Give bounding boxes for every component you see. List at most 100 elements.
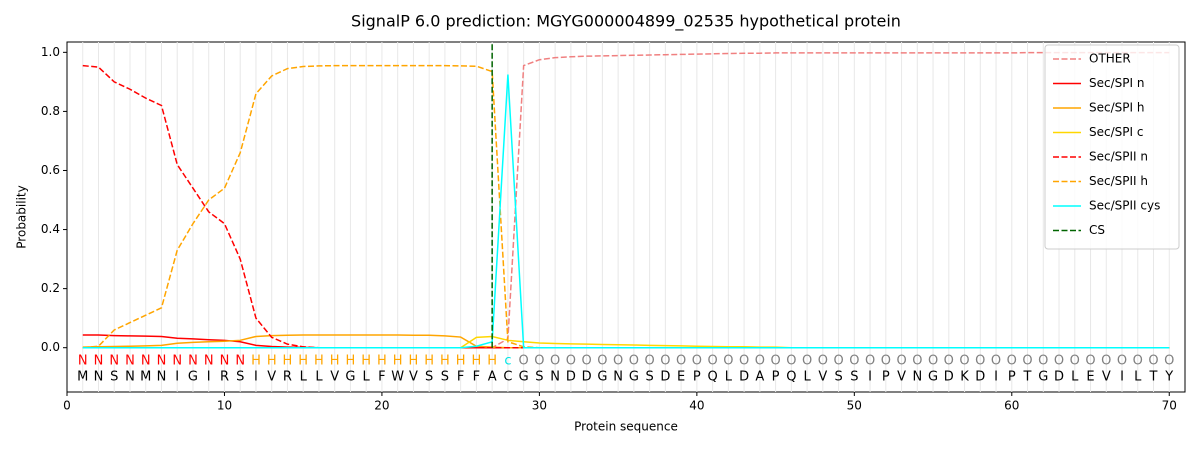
residue-label: O [1085,354,1095,369]
residue: P [772,370,780,385]
residue-label: H [361,354,371,369]
y-tick-label: 0.8 [41,104,60,118]
residue-label: O [818,354,828,369]
residue: W [391,370,404,385]
residue: G [928,370,938,385]
x-tick-label: 30 [532,399,547,413]
residue: G [629,370,639,385]
residue: L [300,370,308,385]
residue-label: O [1101,354,1111,369]
residue: D [566,370,576,385]
residue-label: O [723,354,733,369]
residue: V [330,370,339,385]
residue: V [267,370,276,385]
residue-label: H [314,354,324,369]
y-tick-label: 0.6 [41,163,60,177]
residue-label: H [472,354,482,369]
residue-label: O [1070,354,1080,369]
residue: S [236,370,244,385]
residue: L [363,370,371,385]
residue: A [755,370,764,385]
series-line [82,335,1170,349]
x-axis-label: Protein sequence [574,420,678,434]
residue: N [157,370,167,385]
residue: D [1054,370,1064,385]
residue-label: O [802,354,812,369]
residue-label: O [550,354,560,369]
residue-label: O [739,354,749,369]
residue-label: O [676,354,686,369]
residue-label: O [645,354,655,369]
residue: S [110,370,118,385]
residue: A [488,370,497,385]
x-tick-label: 60 [1004,399,1019,413]
residue-label: O [912,354,922,369]
series-line [82,74,1170,349]
series-line [82,64,1170,349]
residue-label: O [928,354,938,369]
residue-label: N [220,354,230,369]
residue: D [944,370,954,385]
legend-box [1044,44,1180,250]
residue: T [1023,370,1032,385]
residue-label: O [896,354,906,369]
residue-label: H [330,354,340,369]
residue: E [1086,370,1094,385]
residue: V [897,370,906,385]
residue-label: H [393,354,403,369]
y-tick-label: 1.0 [41,45,60,59]
residue: K [960,370,969,385]
series-line [82,334,1170,349]
residue: N [613,370,623,385]
residue-label: O [519,354,529,369]
x-tick-label: 10 [217,399,232,413]
y-tick-label: 0.0 [41,340,60,354]
residue: S [425,370,433,385]
residue: V [1102,370,1111,385]
residue-label: H [251,354,261,369]
residue-label: O [534,354,544,369]
residue-label: O [1038,354,1048,369]
residue-label: N [157,354,167,369]
residue-label: H [298,354,308,369]
residue-label: N [235,354,245,369]
residue-label: N [141,354,151,369]
residue-label: O [1133,354,1143,369]
legend-label: Sec/SPI c [1089,125,1143,139]
residue: V [409,370,418,385]
residue: R [220,370,229,385]
residue: S [535,370,543,385]
plot-frame [66,41,1186,393]
legend-label: Sec/SPI h [1089,101,1144,115]
residue-label: O [881,354,891,369]
residue-label: O [849,354,859,369]
residue: D [739,370,749,385]
residue: F [378,370,385,385]
residue: Q [707,370,717,385]
residue-label: H [377,354,387,369]
residue-label: H [409,354,419,369]
residue: I [868,370,872,385]
residue: L [725,370,733,385]
legend-label: Sec/SPII h [1089,174,1148,188]
residue-label: H [283,354,293,369]
residue: N [550,370,560,385]
residue-label: O [959,354,969,369]
residue-label: H [267,354,277,369]
residue-label: O [770,354,780,369]
residue: T [1149,370,1158,385]
residue-label: O [629,354,639,369]
residue-label: O [1164,354,1174,369]
residue: D [975,370,985,385]
residue: Q [786,370,796,385]
residue: G [188,370,198,385]
residue: N [912,370,922,385]
residue-label: O [692,354,702,369]
residue-label: O [1117,354,1127,369]
residue-label: N [188,354,198,369]
residue: N [94,370,104,385]
residue: C [503,370,512,385]
residue-label: N [78,354,88,369]
residue-label: c [504,354,511,369]
residue: M [77,370,88,385]
